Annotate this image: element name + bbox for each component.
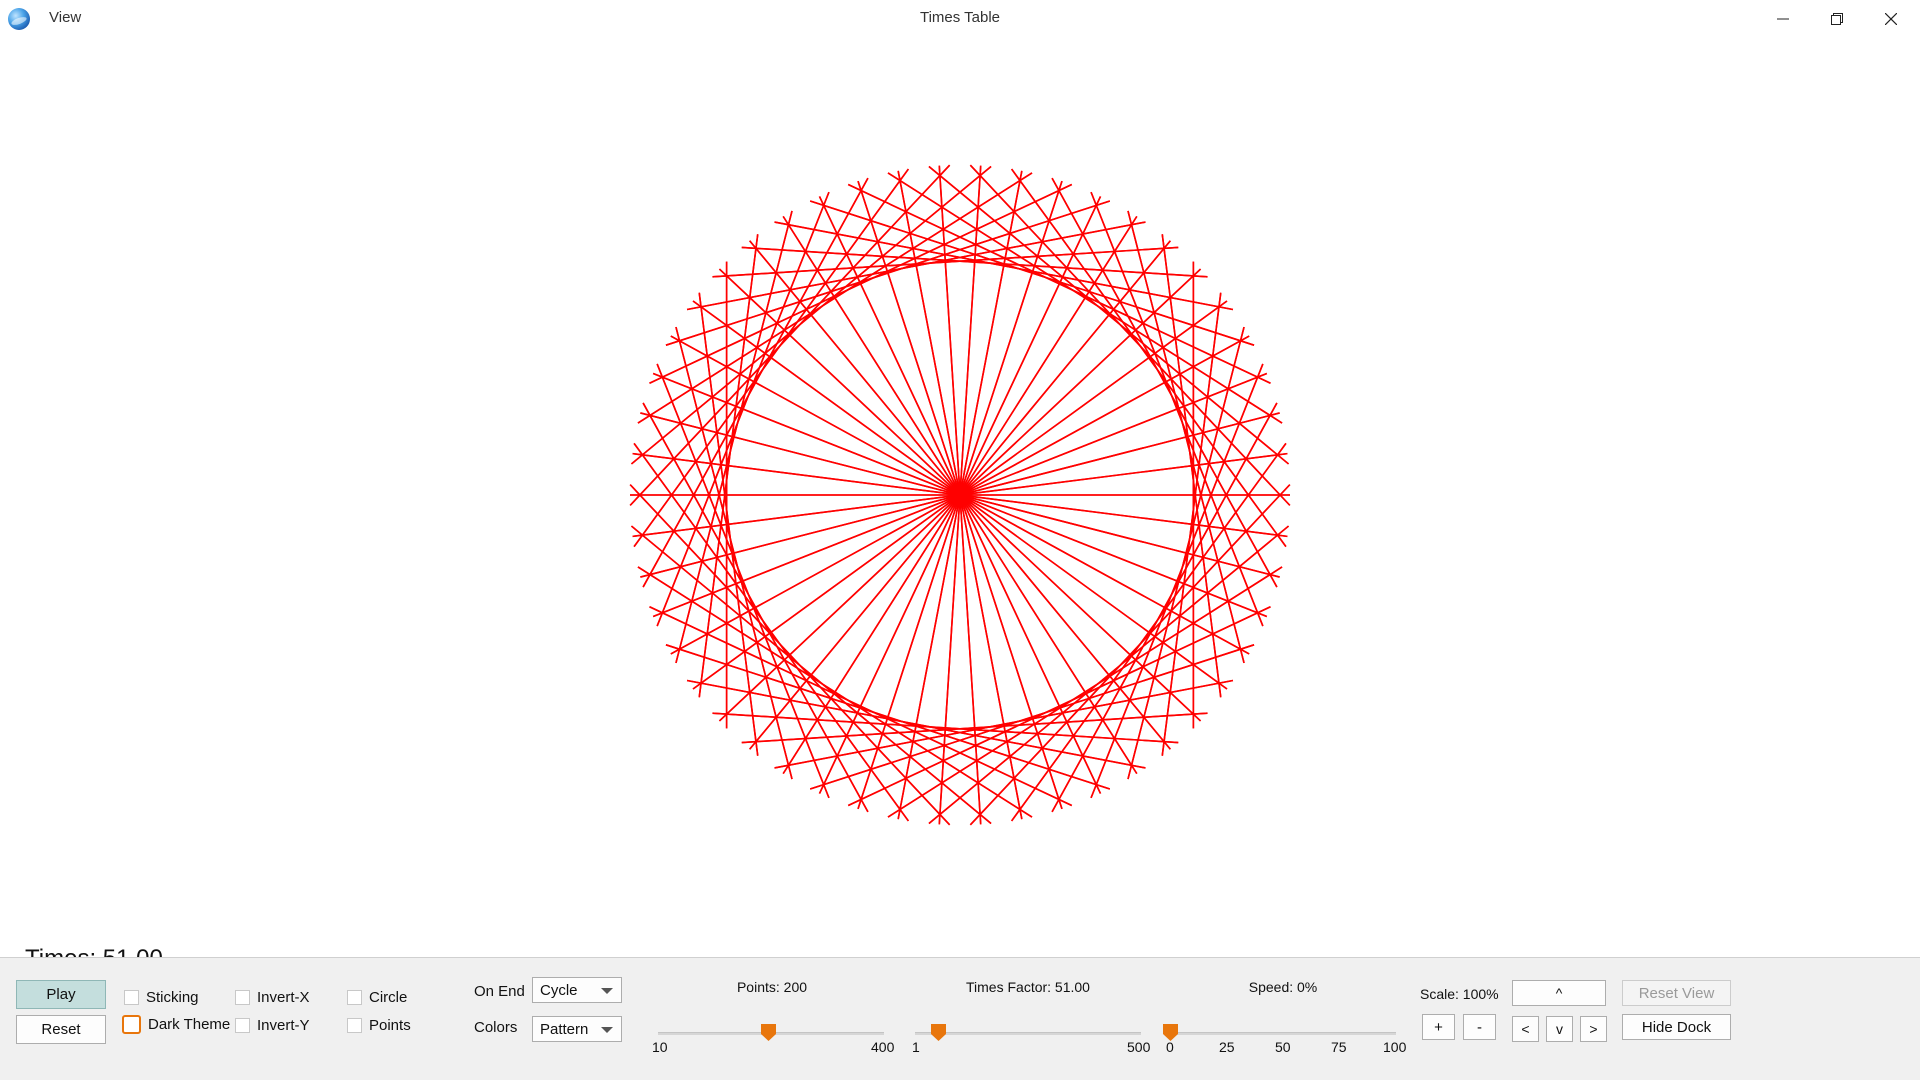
times-factor-slider-thumb[interactable] — [930, 1024, 946, 1041]
restore-icon — [1831, 12, 1843, 25]
points-label: Points — [369, 1017, 411, 1034]
pattern-line — [712, 246, 1179, 278]
pattern-line — [938, 165, 982, 825]
colors-label: Colors — [474, 1019, 518, 1036]
times-factor-slider-label: Times Factor: 51.00 — [966, 979, 1090, 995]
pattern-line — [649, 183, 1073, 384]
pattern-line — [1090, 191, 1264, 627]
pattern-line — [637, 172, 1033, 424]
pattern-line — [630, 165, 992, 465]
menu-view[interactable]: View — [49, 9, 82, 26]
on-end-value: Cycle — [540, 981, 578, 999]
sticking-checkbox[interactable]: Sticking — [124, 989, 199, 1006]
pan-left-button[interactable]: < — [1512, 1016, 1539, 1042]
pan-down-button[interactable]: v — [1546, 1016, 1573, 1042]
invert-x-label: Invert-X — [257, 989, 310, 1006]
speed-tick-100: 100 — [1383, 1039, 1407, 1055]
times-factor-slider[interactable] — [915, 1023, 1141, 1043]
pattern-line — [1010, 168, 1287, 548]
pattern-line — [969, 484, 1291, 826]
dark-theme-checkbox[interactable]: Dark Theme — [122, 1015, 230, 1034]
invert-x-checkbox[interactable]: Invert-X — [235, 989, 310, 1006]
pattern-line — [887, 566, 1283, 818]
sticking-label: Sticking — [146, 989, 199, 1006]
close-button[interactable] — [1868, 0, 1914, 37]
minimize-icon — [1777, 18, 1789, 19]
times-factor-slider-track — [915, 1032, 1141, 1035]
pattern-line — [1090, 363, 1264, 799]
pattern-line — [969, 164, 1291, 506]
play-button[interactable]: Play — [16, 980, 106, 1009]
speed-slider-thumb[interactable] — [1163, 1024, 1178, 1041]
circle-checkbox[interactable]: Circle — [347, 989, 407, 1006]
pattern-line — [928, 525, 1290, 825]
invert-y-checkbox-box[interactable] — [235, 1018, 250, 1033]
on-end-label: On End — [474, 983, 525, 1000]
speed-slider[interactable] — [1163, 1023, 1396, 1043]
hide-dock-button[interactable]: Hide Dock — [1622, 1014, 1731, 1040]
dark-theme-label: Dark Theme — [148, 1016, 231, 1033]
points-slider-label: Points: 200 — [736, 979, 808, 995]
window-title: Times Table — [919, 9, 1001, 26]
times-factor-max-label: 500 — [1127, 1039, 1151, 1055]
points-slider[interactable] — [658, 1023, 884, 1043]
pattern-line — [1051, 177, 1278, 588]
pattern-line — [686, 221, 1146, 311]
pan-right-button[interactable]: > — [1580, 1016, 1607, 1042]
control-dock: Play Reset Sticking Dark Theme Invert-X … — [0, 957, 1920, 1080]
chevron-down-icon — [601, 1027, 613, 1033]
pattern-line — [1051, 402, 1278, 813]
pattern-line — [1161, 292, 1222, 756]
invert-y-checkbox[interactable]: Invert-Y — [235, 1017, 310, 1034]
pattern-line — [1127, 326, 1245, 780]
pan-up-button[interactable]: ^ — [1512, 980, 1606, 1006]
minimize-button[interactable] — [1760, 0, 1806, 37]
close-icon — [1885, 12, 1897, 25]
dark-theme-checkbox-box[interactable] — [122, 1015, 141, 1034]
points-checkbox[interactable]: Points — [347, 1017, 411, 1034]
chevron-down-icon — [601, 988, 613, 994]
speed-tick-25: 25 — [1219, 1039, 1235, 1055]
points-min-label: 10 — [652, 1039, 668, 1055]
speed-tick-75: 75 — [1331, 1039, 1347, 1055]
points-slider-thumb[interactable] — [761, 1024, 777, 1041]
circle-label: Circle — [369, 989, 408, 1006]
speed-slider-track — [1170, 1032, 1396, 1035]
pattern-line — [1127, 210, 1245, 664]
reset-view-button[interactable]: Reset View — [1622, 980, 1731, 1006]
pattern-line — [847, 606, 1271, 807]
pattern-line — [774, 679, 1234, 769]
on-end-select[interactable]: Cycle — [532, 977, 622, 1003]
zoom-in-button[interactable]: + — [1422, 1014, 1455, 1040]
invert-x-checkbox-box[interactable] — [235, 990, 250, 1005]
pattern-line — [741, 712, 1208, 744]
pattern-line — [809, 644, 1255, 790]
sticking-checkbox-box[interactable] — [124, 990, 139, 1005]
speed-slider-label: Speed: 0% — [1248, 979, 1318, 995]
zoom-out-button[interactable]: - — [1463, 1014, 1496, 1040]
app-globe-icon — [8, 8, 30, 30]
times-table-pattern — [629, 164, 1291, 826]
speed-tick-50: 50 — [1275, 1039, 1291, 1055]
drawing-canvas[interactable]: Times: 51.00 — [0, 37, 1920, 972]
invert-y-label: Invert-Y — [257, 1017, 310, 1034]
points-max-label: 400 — [871, 1039, 895, 1055]
pattern-line — [1010, 442, 1287, 822]
restore-button[interactable] — [1814, 0, 1860, 37]
pattern-line — [1161, 234, 1222, 698]
pattern-line — [665, 200, 1111, 346]
colors-select[interactable]: Pattern — [532, 1016, 622, 1042]
colors-value: Pattern — [540, 1020, 589, 1038]
circle-checkbox-box[interactable] — [347, 990, 362, 1005]
reset-button[interactable]: Reset — [16, 1015, 106, 1044]
title-bar: View Times Table — [0, 0, 1920, 37]
scale-readout: Scale: 100% — [1420, 986, 1499, 1002]
points-checkbox-box[interactable] — [347, 1018, 362, 1033]
times-factor-min-label: 1 — [912, 1039, 920, 1055]
speed-tick-0: 0 — [1166, 1039, 1174, 1055]
